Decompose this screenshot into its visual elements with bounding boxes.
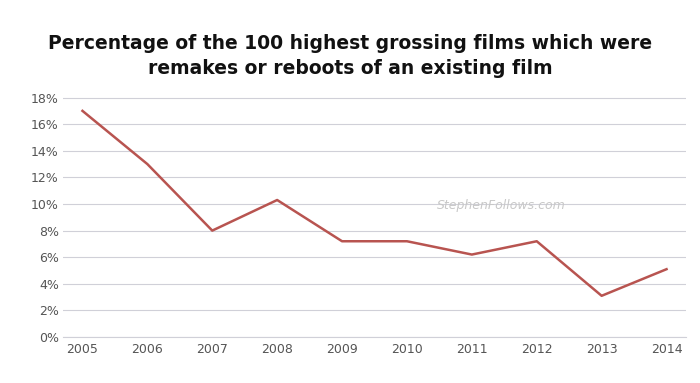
Text: StephenFollows.com: StephenFollows.com xyxy=(437,199,566,212)
Text: Percentage of the 100 highest grossing films which were
remakes or reboots of an: Percentage of the 100 highest grossing f… xyxy=(48,34,652,79)
